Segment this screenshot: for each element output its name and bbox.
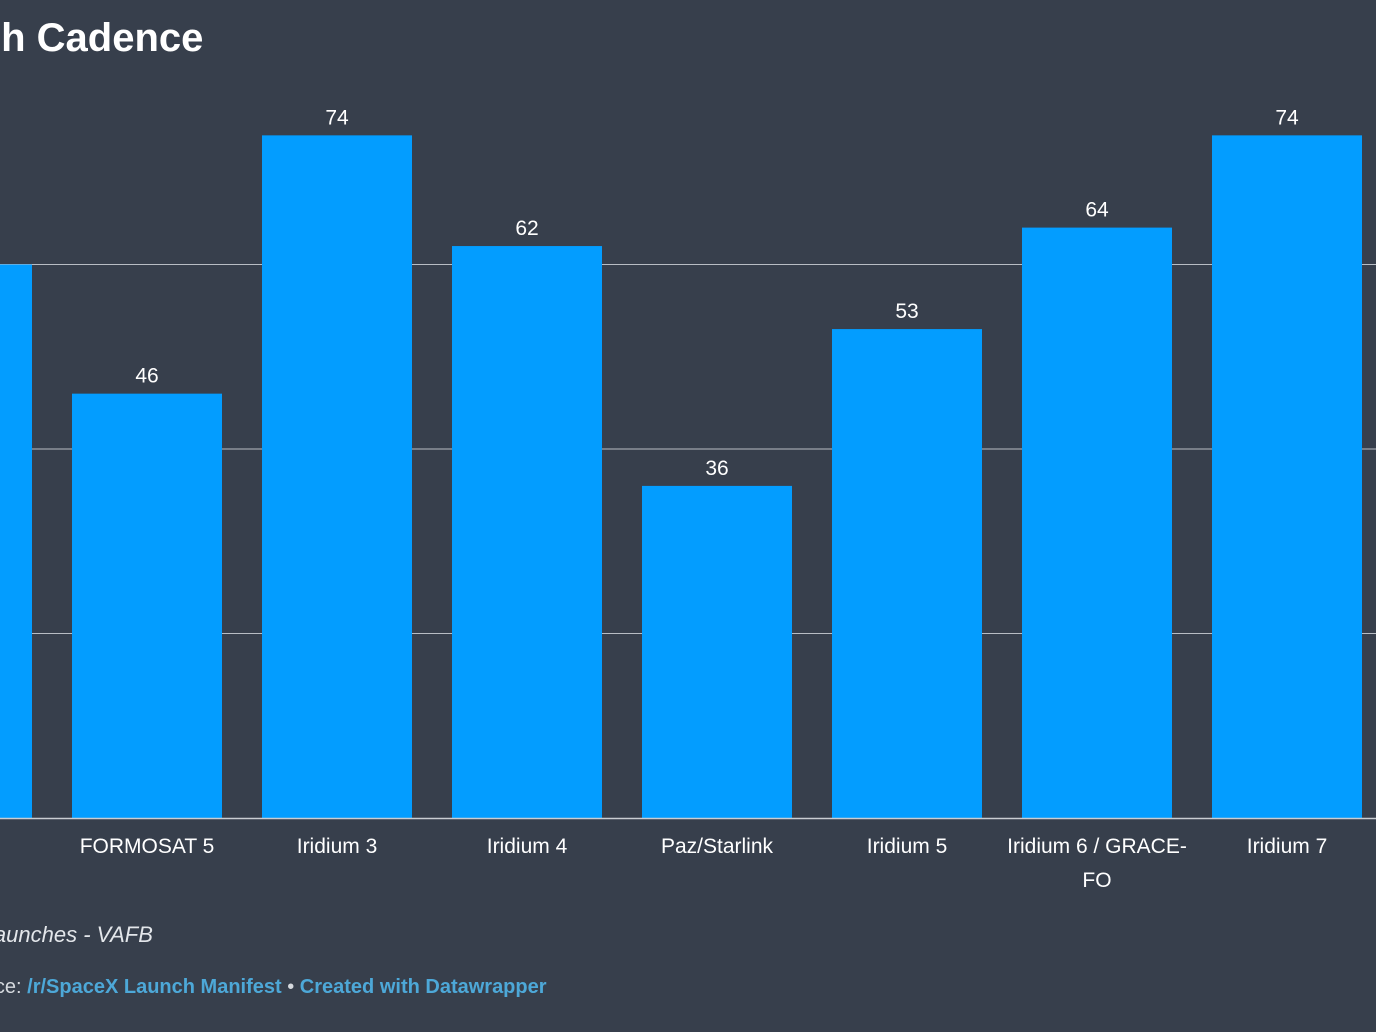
- category-label: Iridium 6 / GRACE-FO: [1007, 835, 1187, 892]
- value-label: 62: [515, 217, 538, 240]
- value-label: 74: [1275, 106, 1299, 129]
- bar: [1022, 227, 1172, 819]
- value-label: 36: [705, 457, 728, 480]
- value-label: 46: [135, 365, 158, 388]
- bar: [262, 135, 412, 819]
- bar: [832, 329, 982, 818]
- bar: [0, 264, 32, 818]
- category-label: Iridium 5: [867, 835, 948, 858]
- value-label: 53: [895, 300, 918, 323]
- source-prefix: ource:: [0, 976, 22, 998]
- category-label: Iridium 7: [1247, 835, 1328, 858]
- bar: [642, 485, 792, 818]
- chart-description: ceX launches - VAFB: [0, 922, 153, 947]
- value-label: 74: [325, 106, 349, 129]
- category-label: Paz/Starlink: [661, 835, 774, 858]
- category-label: Iridium 3: [297, 835, 378, 858]
- category-label: FORMOSAT 5: [80, 835, 215, 858]
- bar: [72, 393, 222, 818]
- category-label: Iridium 4: [487, 835, 568, 858]
- datawrapper-link[interactable]: Created with Datawrapper: [299, 976, 547, 998]
- bars: [0, 135, 1362, 819]
- chart-footer: ource: /r/SpaceX Launch Manifest • Creat…: [0, 976, 547, 999]
- bar: [1212, 135, 1362, 819]
- footer-separator: •: [281, 976, 300, 998]
- chart-title: unch Cadence: [0, 16, 204, 60]
- value-label: 64: [1085, 199, 1109, 222]
- source-link[interactable]: /r/SpaceX Launch Manifest: [27, 976, 282, 998]
- value-labels: 46 74 62 36 53 64 74: [135, 106, 1299, 480]
- bar: [452, 246, 602, 819]
